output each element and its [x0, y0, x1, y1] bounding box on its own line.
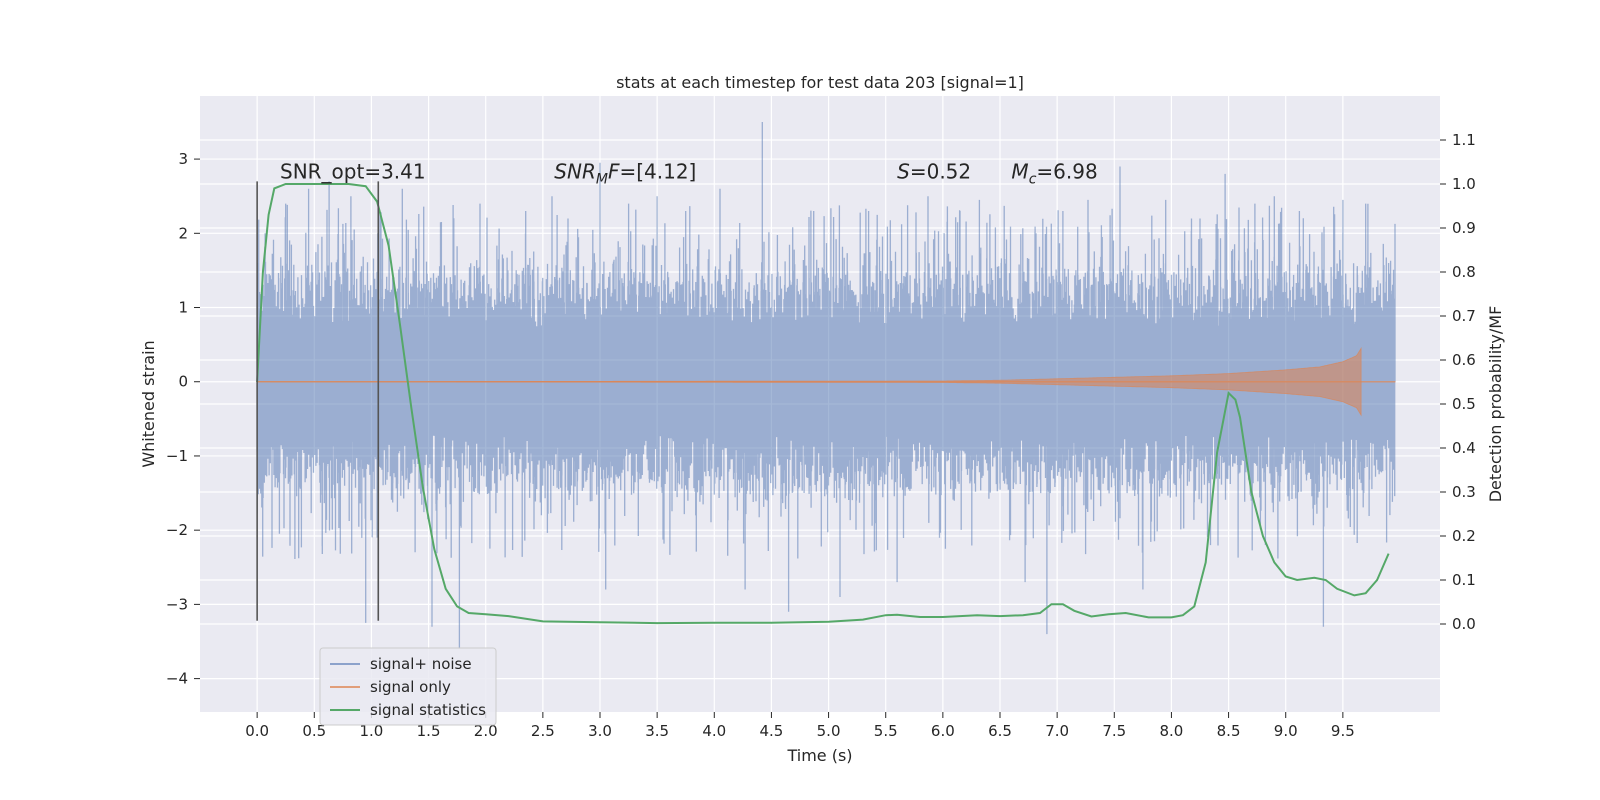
legend-label: signal only: [370, 678, 451, 696]
annotation-part: =0.52: [910, 159, 971, 183]
y2-ticks: 1.1 1.0 0.9 0.8 0.7 0.6 0.5 0.4 0.3 0.2 0.1 0.0: [1440, 131, 1476, 633]
y2-tick-label: 1.1: [1452, 131, 1476, 149]
x-tick-label: 9.5: [1331, 722, 1355, 740]
annotation-part: M: [1011, 159, 1028, 183]
x-tick-label: 7.5: [1102, 722, 1126, 740]
series-layer: [256, 122, 1396, 649]
chart-title: stats at each timestep for test data 203…: [616, 73, 1024, 92]
annotation-snr-opt: SNR_opt=3.41: [280, 159, 426, 183]
annotation-part: c: [1029, 171, 1037, 187]
annotation-part: SNR_opt=3.41: [280, 159, 426, 183]
annotations: SNR_opt=3.41 SNRMF=[4.12] S=0.52 Mc=6.98: [280, 159, 1098, 187]
y2-tick-label: 0.2: [1452, 527, 1476, 545]
x-tick-label: 4.0: [702, 722, 726, 740]
y2-tick-label: 0.9: [1452, 219, 1476, 237]
x-tick-label: 7.0: [1045, 722, 1069, 740]
y-ticks: 3 2 1 0 −1 −2 −3 −4: [166, 150, 200, 688]
vertical-markers: [256, 181, 380, 621]
y2-tick-label: 1.0: [1452, 175, 1476, 193]
y-tick-label: 2: [178, 224, 188, 242]
x-tick-label: 2.0: [474, 722, 498, 740]
annotation-part: F: [608, 159, 620, 183]
x-tick-label: 6.0: [931, 722, 955, 740]
x-tick-label: 4.5: [759, 722, 783, 740]
x-tick-label: 5.0: [817, 722, 841, 740]
x-tick-label: 6.5: [988, 722, 1012, 740]
x-tick-label: 0.0: [245, 722, 269, 740]
x-tick-label: 8.5: [1217, 722, 1241, 740]
y-tick-label: 0: [178, 373, 188, 391]
y2-tick-label: 0.1: [1452, 571, 1476, 589]
y2-axis-label: Detection probability/MF: [1486, 306, 1505, 503]
y2-tick-label: 0.7: [1452, 307, 1476, 325]
annotation-mc-value: Mc=6.98: [1011, 159, 1097, 187]
x-tick-label: 3.5: [645, 722, 669, 740]
annotation-snr-mf: SNRMF=[4.12]: [554, 159, 696, 187]
x-tick-label: 3.0: [588, 722, 612, 740]
legend: signal+ noise signal only signal statistic…: [319, 647, 497, 726]
annotation-part: M: [596, 171, 608, 187]
y-tick-label: −4: [166, 670, 188, 688]
y2-tick-label: 0.5: [1452, 395, 1476, 413]
y2-tick-label: 0.8: [1452, 263, 1476, 281]
y2-tick-label: 0.6: [1452, 351, 1476, 369]
y-tick-label: −3: [166, 595, 188, 613]
x-tick-label: 9.0: [1274, 722, 1298, 740]
x-tick-label: 5.5: [874, 722, 898, 740]
series-signal-only: [257, 346, 1396, 417]
y-tick-label: −2: [166, 521, 188, 539]
x-tick-label: 1.0: [359, 722, 383, 740]
x-tick-label: 0.5: [302, 722, 326, 740]
legend-label: signal+ noise: [370, 655, 472, 673]
annotation-part: SNR: [554, 159, 596, 183]
x-ticks: 0.0 0.5 1.0 1.5 2.0 2.5 3.0 3.5 4.0 4.5 5.0 5.5 6.0 6…: [245, 712, 1355, 740]
annotation-s-value: S=0.52: [897, 159, 971, 183]
x-tick-label: 1.5: [417, 722, 441, 740]
annotation-part: =[4.12]: [619, 159, 696, 183]
annotation-part: =6.98: [1036, 159, 1097, 183]
y-tick-label: 1: [178, 299, 188, 317]
y-tick-label: −1: [166, 447, 188, 465]
series-signal-statistics: [256, 183, 1390, 625]
y2-tick-label: 0.4: [1452, 439, 1476, 457]
y2-tick-label: 0.0: [1452, 615, 1476, 633]
y-tick-label: 3: [178, 150, 188, 168]
x-tick-label: 2.5: [531, 722, 555, 740]
legend-label: signal statistics: [370, 701, 486, 719]
y-axis-label: Whitened strain: [139, 340, 158, 467]
x-axis-label: Time (s): [786, 746, 852, 765]
annotation-part: S: [897, 159, 910, 183]
legend-box: [319, 647, 497, 726]
x-tick-label: 8.0: [1159, 722, 1183, 740]
y2-tick-label: 0.3: [1452, 483, 1476, 501]
